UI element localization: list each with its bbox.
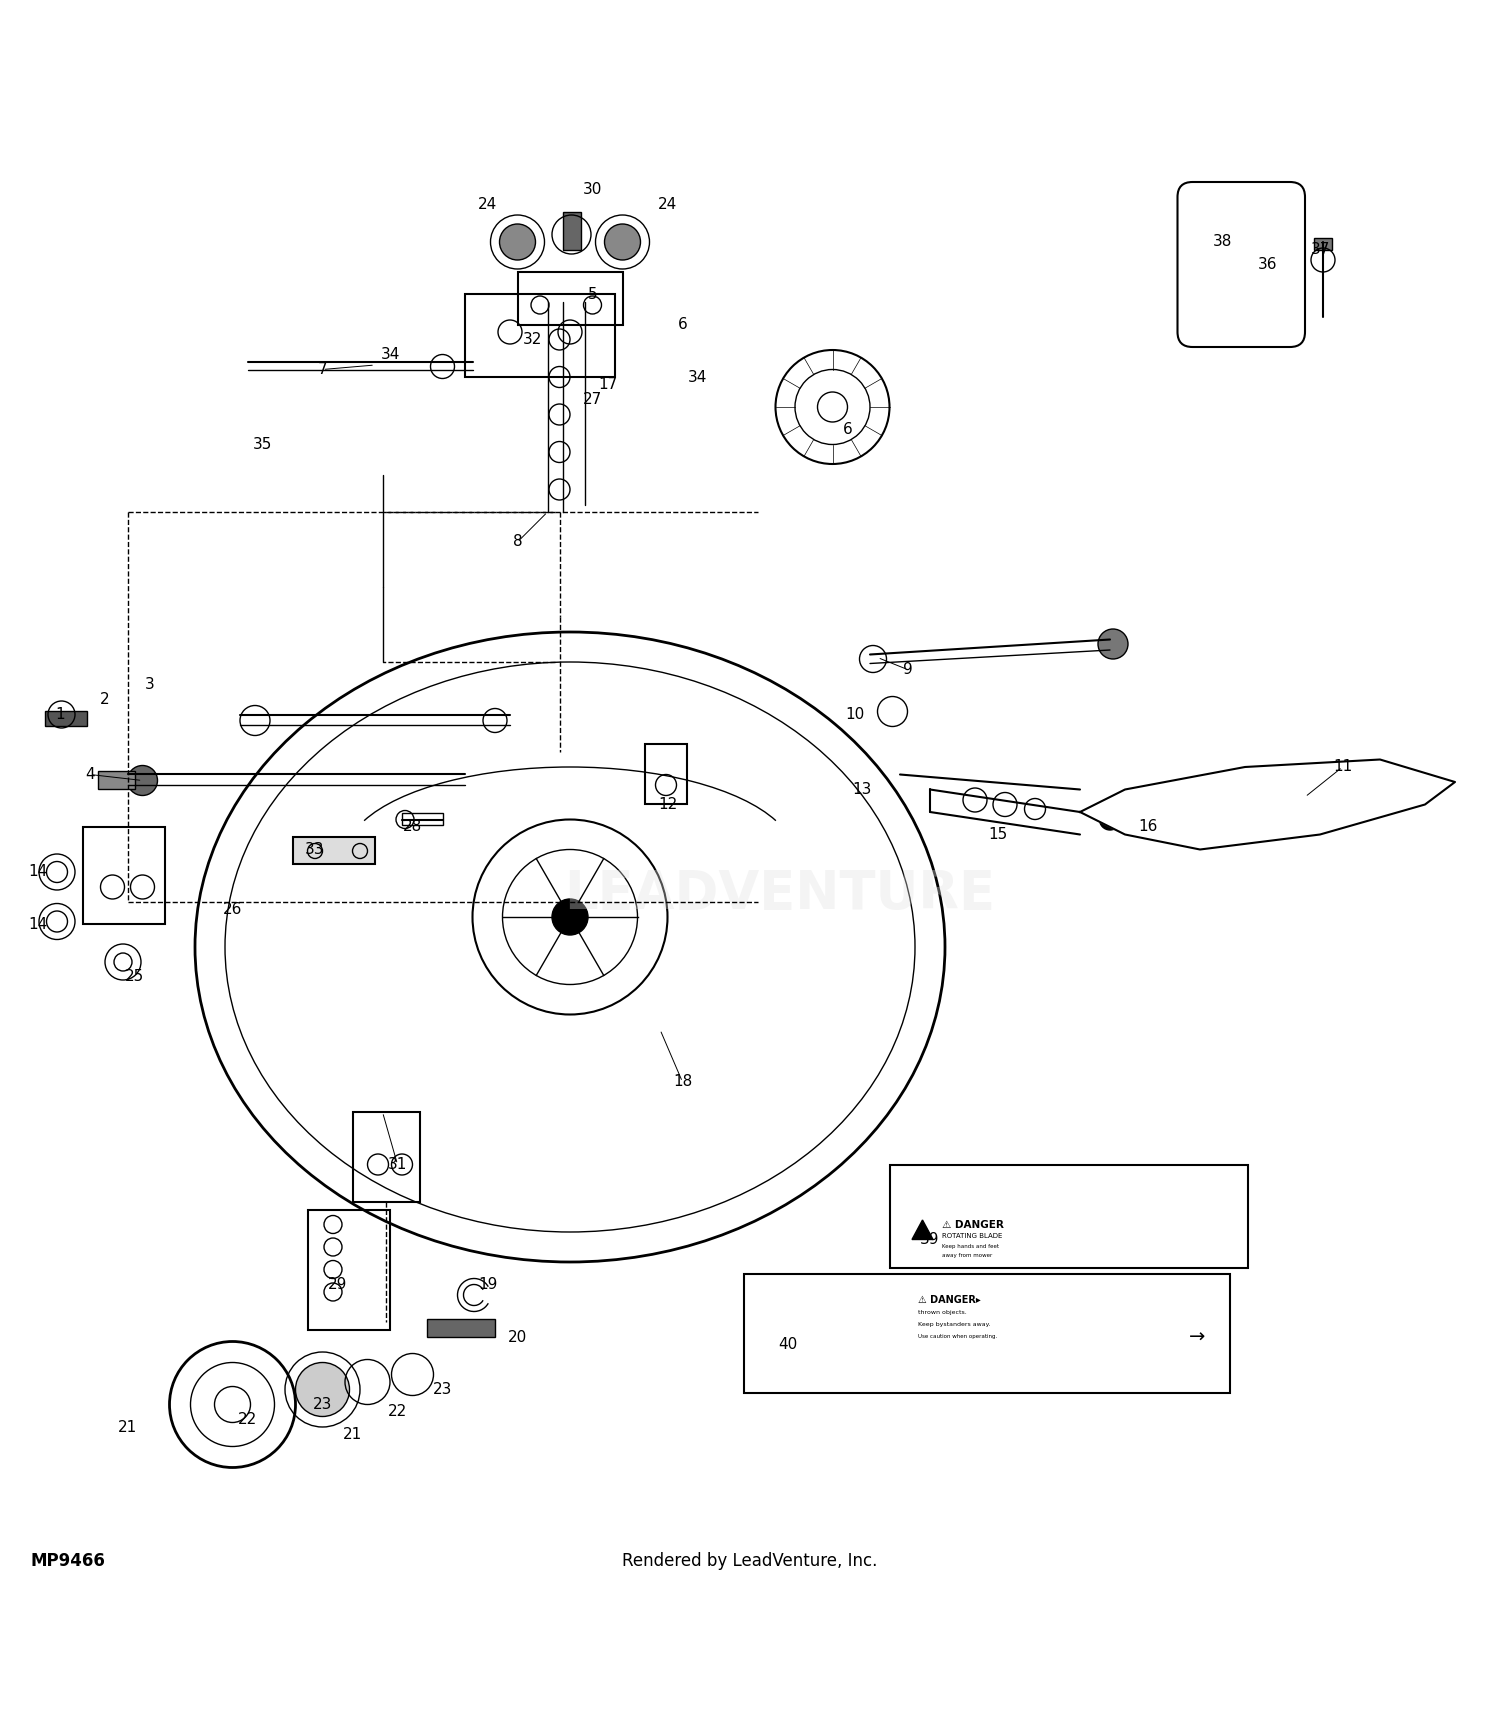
Bar (825, 1284, 908, 1383)
Bar (45, 711, 87, 727)
Text: MP9466: MP9466 (30, 1551, 105, 1570)
Text: 34: 34 (381, 346, 399, 362)
Circle shape (500, 225, 536, 261)
Bar (402, 814, 442, 826)
Text: 39: 39 (920, 1232, 939, 1248)
Text: 17: 17 (598, 377, 616, 393)
Text: ROTATING BLADE: ROTATING BLADE (942, 1234, 1002, 1239)
FancyBboxPatch shape (744, 1274, 1230, 1392)
Text: ⚠ DANGER▸: ⚠ DANGER▸ (918, 1296, 981, 1304)
Text: 14: 14 (28, 864, 46, 879)
Text: 23: 23 (433, 1381, 451, 1397)
Text: 7: 7 (318, 362, 327, 377)
Text: 35: 35 (254, 437, 272, 452)
Text: 2: 2 (100, 692, 109, 706)
Bar (352, 1112, 420, 1202)
Text: 15: 15 (988, 826, 1006, 842)
Text: 29: 29 (328, 1277, 346, 1292)
Text: Rendered by LeadVenture, Inc.: Rendered by LeadVenture, Inc. (622, 1551, 878, 1570)
Text: 9: 9 (903, 662, 912, 677)
Bar (562, 213, 580, 250)
Text: 1: 1 (56, 706, 64, 722)
Text: thrown objects.: thrown objects. (918, 1309, 966, 1315)
Text: 16: 16 (1138, 819, 1156, 835)
Circle shape (1100, 809, 1120, 830)
Bar (1314, 238, 1332, 250)
Text: 21: 21 (344, 1428, 362, 1441)
Bar (753, 1284, 820, 1383)
Bar (308, 1210, 390, 1330)
Circle shape (604, 225, 640, 261)
Bar (465, 295, 615, 377)
Polygon shape (912, 1220, 933, 1239)
Text: 14: 14 (28, 917, 46, 932)
Text: 30: 30 (584, 182, 602, 197)
Text: LEADVENTURE: LEADVENTURE (564, 869, 996, 920)
Text: 26: 26 (224, 902, 242, 917)
Bar (98, 771, 135, 790)
Text: 32: 32 (524, 333, 542, 346)
Text: 5: 5 (588, 286, 597, 302)
Text: Keep bystanders away.: Keep bystanders away. (918, 1321, 990, 1327)
Text: 6: 6 (678, 317, 687, 333)
Text: away from mower: away from mower (942, 1253, 993, 1258)
Circle shape (296, 1363, 350, 1416)
Text: ⚠ DANGER: ⚠ DANGER (942, 1220, 1004, 1231)
Bar (518, 273, 622, 324)
Bar (427, 1320, 495, 1337)
Text: 18: 18 (674, 1075, 692, 1090)
FancyBboxPatch shape (890, 1164, 1248, 1268)
Text: 25: 25 (126, 970, 144, 984)
Bar (292, 838, 375, 864)
Text: 10: 10 (846, 706, 864, 722)
Text: 24: 24 (658, 197, 676, 213)
Text: 21: 21 (118, 1419, 136, 1435)
Text: 31: 31 (388, 1157, 406, 1172)
Text: $\rightarrow$: $\rightarrow$ (1185, 1325, 1206, 1344)
Text: 19: 19 (478, 1277, 496, 1292)
Bar (82, 826, 165, 924)
Text: 6: 6 (843, 422, 852, 437)
FancyBboxPatch shape (1178, 182, 1305, 346)
Text: 24: 24 (478, 197, 496, 213)
Text: 38: 38 (1214, 235, 1231, 250)
Circle shape (1272, 245, 1302, 274)
Text: 22: 22 (238, 1412, 256, 1428)
Text: Use caution when operating.: Use caution when operating. (918, 1333, 998, 1339)
Text: Keep hands and feet: Keep hands and feet (942, 1244, 999, 1250)
Text: 23: 23 (314, 1397, 332, 1412)
Text: 37: 37 (1311, 242, 1329, 257)
Circle shape (552, 900, 588, 936)
Polygon shape (1080, 759, 1455, 850)
Text: 33: 33 (306, 842, 324, 857)
Text: 4: 4 (86, 766, 94, 782)
Text: 36: 36 (1257, 257, 1276, 273)
Text: 28: 28 (404, 819, 422, 835)
Text: 3: 3 (146, 677, 154, 692)
Text: 13: 13 (853, 782, 871, 797)
Text: 22: 22 (388, 1404, 406, 1419)
Circle shape (128, 766, 158, 795)
Text: 34: 34 (688, 370, 706, 384)
Text: 27: 27 (584, 393, 602, 406)
Text: 8: 8 (513, 535, 522, 550)
Text: 12: 12 (658, 797, 676, 812)
Circle shape (1098, 629, 1128, 658)
Bar (645, 744, 687, 804)
Text: 11: 11 (1334, 759, 1352, 775)
Text: 40: 40 (778, 1337, 796, 1352)
Bar (897, 1176, 939, 1260)
Text: 20: 20 (509, 1330, 526, 1344)
